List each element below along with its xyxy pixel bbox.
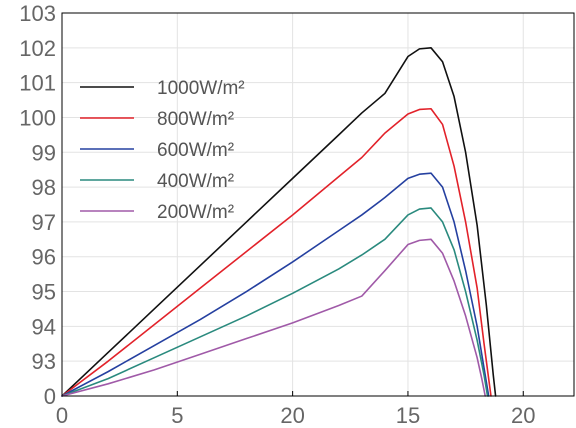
y-tick-label: 95: [32, 280, 56, 305]
y-tick-label: 96: [32, 245, 56, 270]
y-tick-label: 102: [19, 36, 56, 61]
series-line-4: [61, 238, 487, 397]
legend-label: 400W/m²: [157, 171, 234, 192]
x-tick-label: 20: [280, 403, 304, 428]
series-line-1: [61, 107, 492, 397]
x-axis-ticks: 0 5 20 15 20: [56, 391, 536, 428]
y-tick-label: 98: [32, 175, 56, 200]
legend-label: 600W/m²: [157, 140, 234, 161]
x-tick-label: 15: [396, 403, 420, 428]
y-tick-label: 97: [32, 210, 56, 235]
legend-label: 800W/m²: [157, 109, 234, 130]
series-line-3: [61, 207, 489, 397]
y-tick-label: 100: [19, 105, 56, 130]
plot-frame: [61, 12, 575, 397]
legend-label: 1000W/m²: [157, 78, 245, 99]
y-tick-label: 99: [32, 140, 56, 165]
y-tick-label: 0: [44, 384, 56, 409]
x-tick-label: 5: [171, 403, 183, 428]
series-line-0: [61, 47, 497, 397]
y-tick-label: 94: [32, 314, 56, 339]
y-tick-label: 93: [32, 349, 56, 374]
legend-label: 200W/m²: [157, 202, 234, 223]
series-lines: [61, 47, 497, 397]
legend: 1000W/m² 800W/m² 600W/m² 400W/m² 200W/m²: [80, 78, 245, 223]
y-tick-label: 101: [19, 71, 56, 96]
x-tick-label: 20: [511, 403, 535, 428]
y-tick-label: 103: [19, 1, 56, 26]
x-tick-label: 0: [56, 403, 68, 428]
series-line-2: [61, 172, 490, 397]
grid: [62, 13, 574, 396]
y-axis-ticks: 0 93 94 95 96 97 98 99 100 101 102 103: [19, 1, 56, 409]
